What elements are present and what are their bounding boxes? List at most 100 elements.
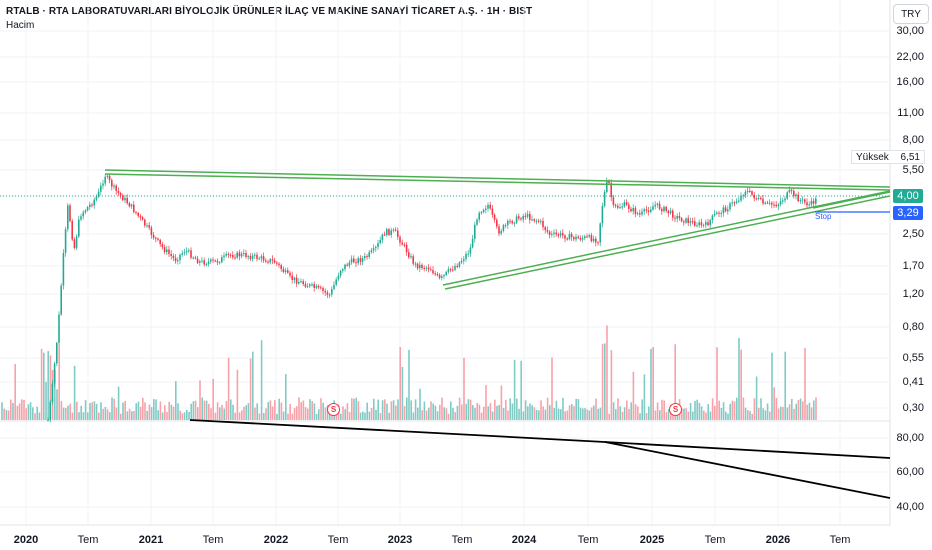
volume-bar <box>36 406 38 420</box>
volume-bar <box>544 409 547 420</box>
candle-body <box>218 262 221 264</box>
volume-bar <box>10 399 12 420</box>
candle-body <box>707 222 709 226</box>
volume-bar <box>190 403 192 420</box>
volume-bar <box>183 412 186 420</box>
candle-body <box>139 215 142 218</box>
candle-body <box>542 220 544 228</box>
candle-body <box>111 180 113 187</box>
candle-body <box>650 209 652 212</box>
volume-bar <box>808 402 811 420</box>
candle-body <box>806 202 808 206</box>
candle-body <box>691 221 694 223</box>
candle-body <box>467 253 469 255</box>
candle-body <box>232 254 234 258</box>
volume-bar <box>359 412 362 420</box>
volume-bar <box>408 349 410 420</box>
volume-bar <box>47 351 49 420</box>
candle-body <box>775 204 777 207</box>
volume-bar <box>733 401 736 420</box>
candle-body <box>515 216 518 223</box>
candle-body <box>711 215 714 221</box>
volume-bar <box>232 404 234 420</box>
volume-bar <box>45 381 47 420</box>
candle-body <box>599 223 601 243</box>
candle-body <box>249 256 252 259</box>
candle-body <box>155 237 157 239</box>
volume-bar <box>102 408 104 420</box>
candle-body <box>683 221 685 223</box>
volume-bar <box>56 389 58 420</box>
candle-body <box>771 202 773 205</box>
volume-bar <box>234 412 236 420</box>
candle-body <box>705 222 707 225</box>
candle-body <box>584 236 586 239</box>
currency-button[interactable]: TRY <box>893 4 929 24</box>
volume-bar <box>771 352 773 420</box>
stop-price-badge: 3,29 <box>893 206 923 220</box>
volume-bar <box>685 408 687 420</box>
volume-bar <box>362 411 364 420</box>
candle-body <box>78 219 80 237</box>
volume-bar <box>577 399 580 420</box>
candle-body <box>196 258 199 263</box>
candle-body <box>282 269 285 272</box>
candle-body <box>579 237 582 240</box>
candle-body <box>529 213 531 220</box>
time-tick: 2024 <box>511 534 537 546</box>
dividend-icon[interactable]: S <box>327 403 340 416</box>
volume-bar <box>760 398 762 420</box>
volume-bar <box>89 403 91 420</box>
lower-axis-tick: 60,00 <box>896 466 924 478</box>
volume-bar <box>282 411 285 420</box>
candle-body <box>559 233 562 236</box>
candle-body <box>293 277 296 280</box>
volume-bar <box>601 343 604 420</box>
candle-body <box>168 249 170 254</box>
candle-body <box>192 257 194 259</box>
volume-bar <box>665 412 668 420</box>
candle-body <box>174 257 177 262</box>
volume-bar <box>531 405 533 420</box>
volume-bar <box>230 399 232 420</box>
candle-body <box>546 229 549 232</box>
candle-body <box>247 256 249 258</box>
volume-bar <box>38 412 41 420</box>
volume-bar <box>410 400 412 420</box>
candle-body <box>408 252 410 258</box>
volume-bar <box>7 410 10 420</box>
candle-body <box>141 217 144 220</box>
candle-body <box>172 255 175 258</box>
candle-body <box>524 215 527 217</box>
volume-indicator-label[interactable]: Hacim <box>6 20 35 31</box>
candle-body <box>80 216 82 220</box>
volume-bar <box>700 406 703 420</box>
candle-body <box>117 190 120 194</box>
candle-body <box>326 292 329 295</box>
volume-bar <box>302 400 305 420</box>
last-price-badge: 4,00 <box>893 189 923 203</box>
candle-body <box>86 207 89 211</box>
candle-body <box>663 206 665 212</box>
volume-bar <box>619 406 621 420</box>
volume-bar <box>29 402 32 420</box>
candle-body <box>643 209 645 212</box>
volume-bar <box>698 402 701 420</box>
dividend-icon[interactable]: S <box>669 403 682 416</box>
volume-bar <box>397 399 399 420</box>
candle-body <box>262 256 265 261</box>
candle-body <box>716 212 718 214</box>
candle-body <box>436 274 439 276</box>
volume-bar <box>674 344 676 420</box>
candle-body <box>507 220 509 226</box>
volume-bar <box>221 404 223 420</box>
volume-bar <box>395 405 397 420</box>
volume-bar <box>65 407 67 420</box>
volume-bar <box>447 413 450 420</box>
candle-body <box>133 204 135 213</box>
lower-axis-tick: 40,00 <box>896 501 924 513</box>
lower-axis-tick: 80,00 <box>896 432 924 444</box>
candle-body <box>166 249 168 253</box>
volume-bar <box>573 406 575 420</box>
